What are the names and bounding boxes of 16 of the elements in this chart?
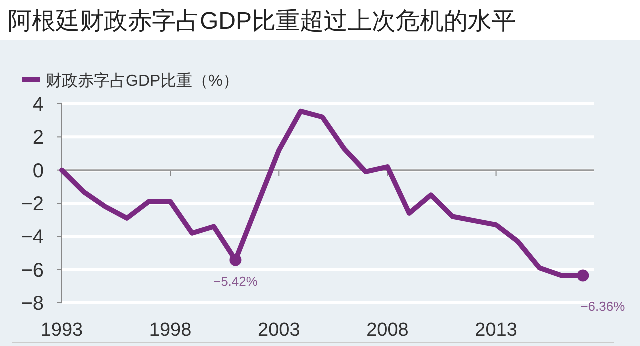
x-tick-label: 1998	[149, 320, 192, 341]
x-tick-label: 2013	[475, 320, 518, 341]
y-tick-label: −2	[21, 194, 44, 216]
y-tick-label: −6	[21, 260, 44, 282]
y-tick-label: 2	[32, 127, 44, 150]
legend-label: 财政赤字占GDP比重（%）	[46, 72, 239, 90]
x-tick-label: 2008	[366, 320, 409, 341]
y-tick-label: −4	[21, 226, 44, 249]
annotation: −5.42%	[213, 274, 258, 290]
chart-title: 阿根廷财政赤字占GDP比重超过上次危机的水平	[8, 8, 516, 35]
x-tick-label: 2003	[258, 320, 300, 341]
y-tick-label: 4	[32, 94, 44, 116]
x-tick-label: 1993	[40, 320, 84, 341]
y-tick-label: −8	[21, 293, 44, 315]
annotation: −6.36%	[580, 298, 626, 314]
y-tick-label: 0	[32, 160, 44, 182]
